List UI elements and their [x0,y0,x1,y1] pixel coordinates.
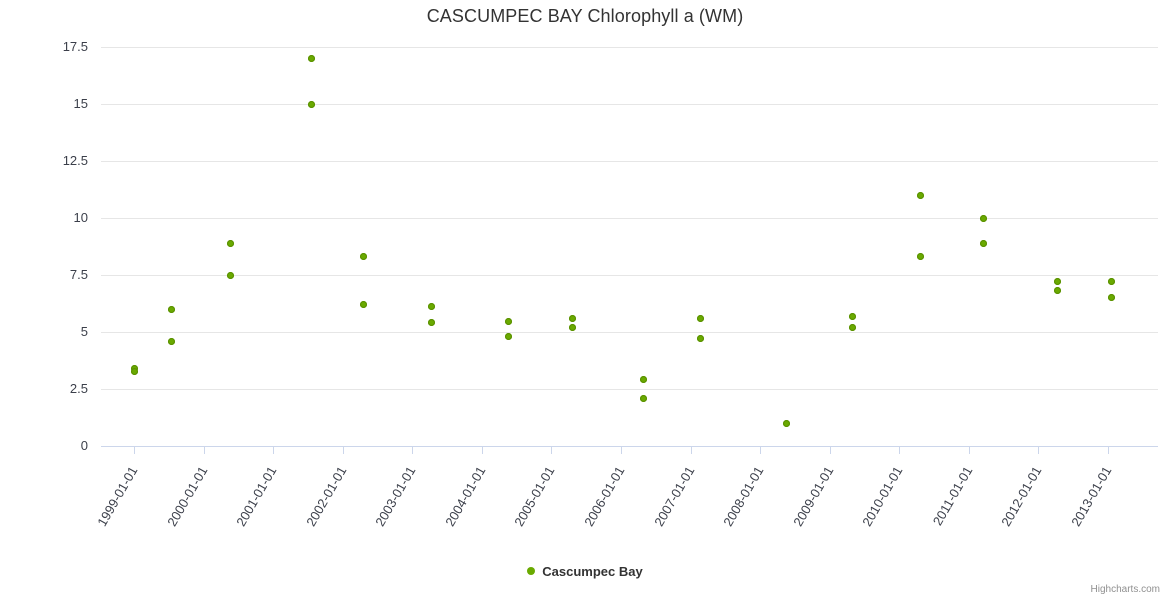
scatter-point[interactable] [360,253,367,261]
y-axis-tick-label: 5 [80,324,88,339]
scatter-point[interactable] [849,312,857,320]
scatter-point[interactable] [427,303,435,311]
scatter-point[interactable] [167,305,175,313]
y-axis-tick-label: 7.5 [69,267,88,282]
scatter-point[interactable] [130,368,138,376]
x-axis-tick [621,446,622,454]
x-axis-tick-label: 2010-01-01 [859,463,906,529]
y-axis-tick-label: 0 [80,438,88,453]
scatter-point[interactable] [916,191,924,199]
chart-title: CASCUMPEC BAY Chlorophyll a (WM) [426,6,744,26]
scatter-point[interactable] [1053,287,1061,295]
x-axis-tick [1038,446,1040,454]
x-axis-tick [203,446,205,454]
x-axis-tick-label: 2009-01-01 [789,463,837,529]
x-axis-tick-label: 2001-01-01 [233,463,280,529]
x-axis-tick [412,446,414,454]
scatter-point[interactable] [307,100,315,108]
scatter-point[interactable] [980,214,988,222]
scatter-point[interactable] [307,54,315,62]
x-axis-tick [481,446,483,454]
x-axis-line [101,446,1158,447]
y-gridline [101,47,1158,48]
scatter-point[interactable] [504,318,512,326]
x-axis-tick-label: 2002-01-01 [302,463,350,529]
x-axis-tick-label: 2003-01-01 [372,463,419,529]
scatter-point[interactable] [916,253,924,261]
scatter-point[interactable] [640,394,648,402]
x-axis-tick [899,446,901,454]
scatter-point[interactable] [1053,278,1061,286]
y-axis-tick-label: 17.5 [62,39,88,54]
scatter-point[interactable] [640,376,648,384]
y-gridline [101,104,1158,105]
x-axis-tick-label: 1999-01-01 [94,463,141,529]
x-axis-tick [829,446,831,454]
scatter-point[interactable] [568,314,576,322]
scatter-point[interactable] [226,271,234,279]
x-axis-tick-label: 2005-01-01 [511,463,558,529]
x-axis-tick [342,446,344,454]
scatter-point[interactable] [696,314,704,322]
legend-item-label: Cascumpec Bay [542,563,643,579]
y-gridline [101,332,1158,333]
x-axis-tick [551,446,553,454]
y-gridline [101,161,1158,162]
y-gridline [101,275,1158,276]
x-axis-tick [134,446,135,454]
x-axis-tick [760,446,762,454]
chart-legend: Cascumpec Bay [0,563,1170,579]
y-axis-tick-label: 10 [73,210,88,225]
scatter-point[interactable] [1108,294,1116,302]
scatter-point[interactable] [783,419,791,427]
y-gridline [101,389,1158,390]
x-axis-tick-label: 2008-01-01 [720,463,767,529]
legend-marker-icon [527,567,536,575]
y-axis-tick-label: 12.5 [62,153,88,168]
x-axis-tick-label: 2011-01-01 [929,463,976,529]
x-axis-tick [690,446,692,454]
scatter-point[interactable] [568,323,576,331]
x-axis-tick-label: 2004-01-01 [442,463,489,529]
x-axis-tick-label: 2006-01-01 [581,463,628,529]
x-axis-tick [1108,446,1109,454]
y-axis-tick-label: 15 [73,96,88,111]
x-axis-tick-label: 2007-01-01 [650,463,698,529]
scatter-point[interactable] [427,319,435,327]
x-axis-tick [968,446,970,454]
scatter-point[interactable] [360,301,367,309]
x-axis-tick-label: 2012-01-01 [998,463,1045,529]
scatter-point[interactable] [504,333,512,341]
scatter-point[interactable] [167,337,175,345]
x-axis-tick-label: 2013-01-01 [1068,463,1115,529]
scatter-point[interactable] [226,239,234,247]
y-gridline [101,218,1158,219]
x-axis-tick-label: 2000-01-01 [163,463,211,529]
scatter-point[interactable] [1108,278,1116,286]
x-axis-tick [273,446,275,454]
scatter-point[interactable] [696,335,704,343]
highcharts-credits-link[interactable]: Highcharts.com [1090,584,1160,595]
y-axis-tick-label: 2.5 [69,381,88,396]
scatter-point[interactable] [980,239,988,247]
legend-item-cascumpec-bay[interactable]: Cascumpec Bay [527,563,643,579]
scatter-point[interactable] [849,323,857,331]
